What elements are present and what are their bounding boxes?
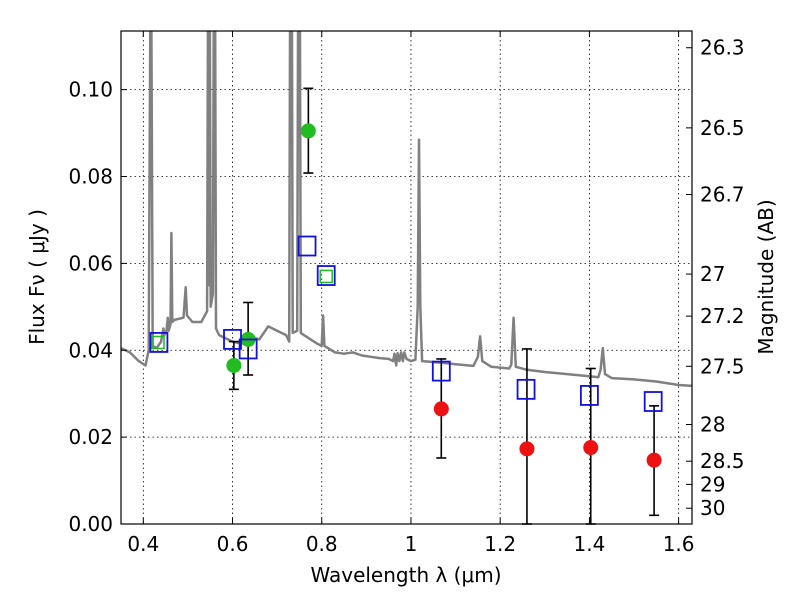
y-axis-label: Flux Fν ( μJy ) bbox=[25, 209, 49, 345]
data-point bbox=[300, 123, 316, 139]
x-tick-label: 1.6 bbox=[663, 532, 695, 556]
mag-tick-label: 27.2 bbox=[700, 304, 745, 328]
data-point bbox=[431, 360, 451, 382]
y2-axis-label: Magnitude (AB) bbox=[754, 199, 778, 354]
x-tick-labels: 0.4 0.6 0.8 1 1.2 1.4 1.6 bbox=[127, 532, 694, 556]
mag-tick-label: 27.5 bbox=[700, 354, 745, 378]
data-point bbox=[516, 378, 536, 400]
y-tick-labels: 0.00 0.02 0.04 0.06 0.08 0.10 bbox=[68, 78, 113, 536]
mag-tick-label: 28 bbox=[700, 412, 725, 436]
y-tick-label: 0.06 bbox=[68, 251, 113, 275]
model-spectrum bbox=[121, 31, 692, 388]
data-markers bbox=[149, 123, 663, 468]
y-tick-label: 0.08 bbox=[68, 165, 113, 189]
data-point bbox=[646, 452, 662, 468]
mag-tick-label: 28.5 bbox=[700, 449, 745, 473]
axis-ticks bbox=[121, 31, 692, 525]
y-tick-label: 0.02 bbox=[68, 425, 113, 449]
data-point bbox=[297, 235, 317, 257]
model-spectrum-line bbox=[121, 31, 692, 388]
data-point bbox=[319, 269, 333, 284]
data-point bbox=[579, 385, 599, 406]
data-point bbox=[519, 441, 535, 457]
x-tick-label: 1 bbox=[405, 532, 418, 556]
x-axis-label: Wavelength λ (μm) bbox=[310, 563, 501, 587]
x-tick-label: 0.4 bbox=[127, 532, 159, 556]
data-point bbox=[433, 401, 449, 417]
x-tick-label: 0.8 bbox=[306, 532, 338, 556]
data-point bbox=[643, 391, 663, 412]
x-tick-label: 0.6 bbox=[217, 532, 249, 556]
x-tick-label: 1.2 bbox=[484, 532, 516, 556]
mag-tick-label: 27 bbox=[700, 262, 725, 286]
mag-tick-label: 30 bbox=[700, 496, 725, 520]
data-point bbox=[149, 332, 169, 353]
data-point bbox=[583, 440, 599, 456]
mag-tick-label: 26.7 bbox=[700, 183, 745, 207]
mag-tick-label: 26.3 bbox=[700, 36, 745, 60]
mag-tick-label: 26.5 bbox=[700, 116, 745, 140]
mag-tick-label: 29 bbox=[700, 472, 725, 496]
data-point bbox=[151, 335, 165, 350]
y-tick-label: 0.00 bbox=[68, 512, 113, 536]
plot-frame bbox=[120, 30, 693, 525]
data-point bbox=[316, 265, 336, 286]
y-tick-label: 0.04 bbox=[68, 338, 113, 362]
data-point bbox=[238, 338, 258, 360]
y-tick-label: 0.10 bbox=[68, 78, 113, 102]
data-point bbox=[226, 357, 242, 373]
x-tick-label: 1.4 bbox=[573, 532, 605, 556]
